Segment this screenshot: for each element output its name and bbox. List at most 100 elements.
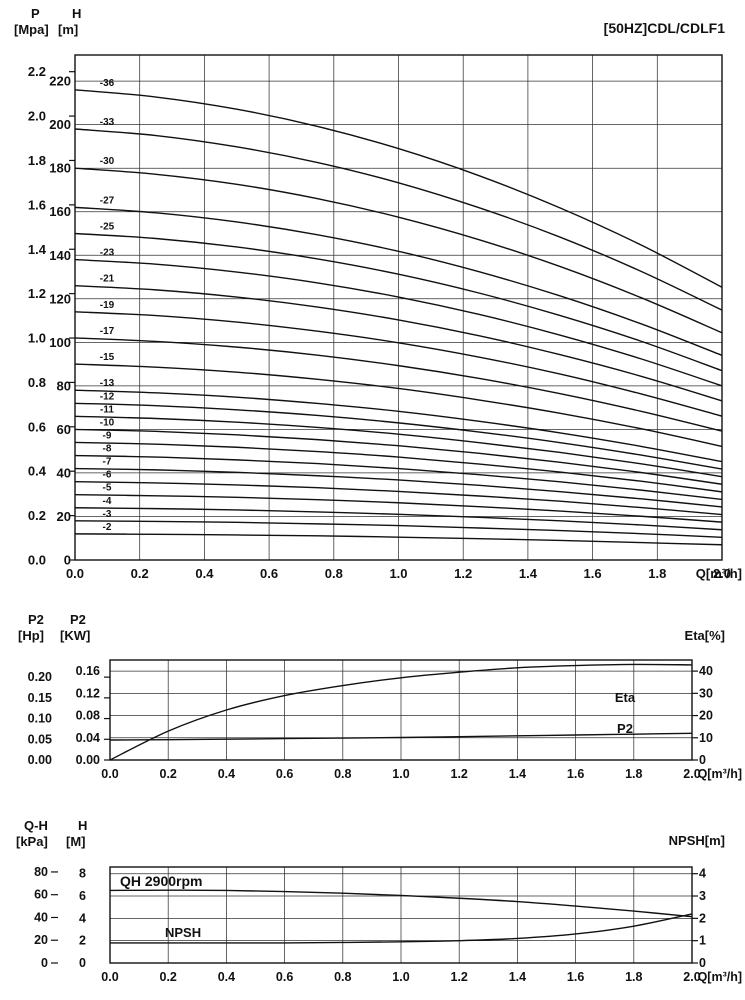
q-tick-label: 1.4 (519, 566, 538, 581)
eta-curve-label: Eta (615, 690, 636, 705)
pressure-tick-label: 1.2 (28, 286, 46, 301)
hq-curve-19 (74, 311, 723, 417)
eta-curve (109, 663, 693, 761)
stage-curve-label: -13 (100, 378, 115, 389)
q-tick-label: 0.2 (160, 767, 177, 781)
hq-curve-10 (74, 428, 723, 485)
hq-curve-8 (74, 454, 723, 501)
stage-curve-label: -4 (103, 496, 112, 507)
meter-tick-label: 8 (79, 867, 86, 881)
stage-curve-label: -6 (103, 470, 112, 481)
stage-curve-label: -19 (100, 300, 115, 311)
head-tick-label: 40 (57, 465, 71, 480)
axis-unit-pressure: [Mpa] (14, 22, 49, 37)
hq-curve-3 (74, 520, 723, 539)
q-tick-label: 0.0 (66, 566, 84, 581)
pressure-tick-label: 0.2 (28, 508, 46, 523)
q-tick-label: 0.4 (195, 566, 214, 581)
stage-curve-label: -25 (100, 221, 115, 232)
stage-curve-label: -17 (100, 326, 115, 337)
hq-curve-12 (74, 402, 723, 470)
q-tick-label: 0.4 (218, 970, 235, 984)
hq-curve-4 (74, 507, 723, 531)
kpa-tick-label: 0 (41, 956, 48, 970)
qh-curve (109, 889, 693, 918)
head-tick-label: 0 (64, 553, 71, 568)
power-eta-chart: 0.0 0.2 0.4 0.6 0.8 1.0 1.2 1.4 1.6 1.8 2.0 0.16 0.1… (28, 659, 742, 781)
hq-curve-25 (74, 232, 723, 372)
axis-title-head: H (72, 6, 82, 21)
meter-tick-label: 6 (79, 889, 86, 903)
kpa-tick-label: 40 (34, 910, 48, 924)
x-axis-label: Q[m³/h] (698, 970, 742, 984)
q-tick-label: 0.8 (325, 566, 343, 581)
axis-title-qh: Q-H (24, 818, 48, 833)
hq-curve-30 (74, 167, 723, 334)
head-tick-label: 20 (57, 509, 71, 524)
hq-curve-27 (74, 206, 723, 357)
pressure-tick-label: 1.6 (28, 197, 46, 212)
hq-curve-9 (74, 441, 723, 493)
eta-tick-label: 10 (699, 731, 713, 745)
q-tick-label: 0.6 (276, 767, 293, 781)
stage-curve-label: -3 (103, 509, 112, 520)
q-tick-label: 0.6 (276, 970, 293, 984)
axis-title-h-m: H (78, 818, 88, 833)
head-tick-label: 120 (49, 291, 71, 306)
pressure-tick-label: 0.8 (28, 375, 46, 390)
npsh-tick-label: 1 (699, 934, 706, 948)
npsh-tick-label: 0 (699, 956, 706, 970)
axis-unit-kw: [KW] (60, 628, 91, 643)
stage-curve-label: -12 (100, 391, 115, 402)
meter-tick-label: 0 (79, 956, 86, 970)
axis-title-eta: Eta[%] (684, 628, 725, 643)
kw-tick-label: 0.04 (76, 731, 100, 745)
hq-curve-5 (74, 494, 723, 523)
npsh-curve (109, 913, 693, 944)
q-tick-label: 0.4 (218, 767, 235, 781)
eta-tick-label: 30 (699, 686, 713, 700)
axis-unit-head: [m] (58, 22, 79, 37)
pressure-tick-label: 2.2 (28, 64, 46, 79)
q-tick-label: 1.8 (648, 566, 666, 581)
stage-curve-label: -8 (103, 444, 112, 455)
axis-title-pressure: P (31, 6, 40, 21)
npsh-tick-label: 2 (699, 911, 706, 925)
hq-curve-33 (74, 128, 723, 311)
kw-tick-label: 0.16 (76, 664, 100, 678)
stage-curve-label: -36 (100, 78, 115, 89)
head-tick-label: 80 (57, 378, 71, 393)
p2-curve-label: P2 (617, 721, 633, 736)
q-tick-label: 0.2 (160, 970, 177, 984)
hq-curve-7 (74, 467, 723, 508)
plot-border (74, 54, 723, 561)
hq-curve-23 (74, 258, 723, 387)
q-tick-label: 1.2 (451, 970, 468, 984)
kpa-tick-label: 60 (34, 888, 48, 902)
plot-border (109, 866, 693, 964)
q-tick-label: 1.4 (509, 767, 526, 781)
q-tick-label: 0.0 (101, 970, 118, 984)
plot-border (109, 659, 693, 761)
hq-curve-11 (74, 415, 723, 478)
x-axis-label: Q[m³/h] (696, 566, 742, 581)
q-tick-label: 1.6 (567, 970, 584, 984)
pressure-tick-label: 1.8 (28, 153, 46, 168)
stage-curve-label: -5 (103, 483, 112, 494)
stage-curve-label: -9 (103, 430, 112, 441)
kw-tick-label: 0.12 (76, 686, 100, 700)
q-tick-label: 1.2 (454, 566, 472, 581)
q-tick-label: 1.0 (392, 970, 409, 984)
qh-npsh-chart: 0.0 0.2 0.4 0.6 0.8 1.0 1.2 1.4 1.6 1.8 2.08642080… (34, 865, 742, 984)
q-tick-label: 0.2 (131, 566, 149, 581)
hp-tick-label: 0.00 (28, 753, 52, 767)
hq-curve-15 (74, 363, 723, 448)
axis-title-p2-hp: P2 (28, 612, 44, 627)
pressure-tick-label: 1.4 (28, 242, 47, 257)
eta-tick-label: 0 (699, 753, 706, 767)
stage-curve-label: -15 (100, 352, 115, 363)
hq-curve-36 (74, 89, 723, 288)
pressure-tick-label: 1.0 (28, 331, 46, 346)
axis-unit-hp: [Hp] (18, 628, 44, 643)
stage-curve-label: -7 (103, 457, 112, 468)
